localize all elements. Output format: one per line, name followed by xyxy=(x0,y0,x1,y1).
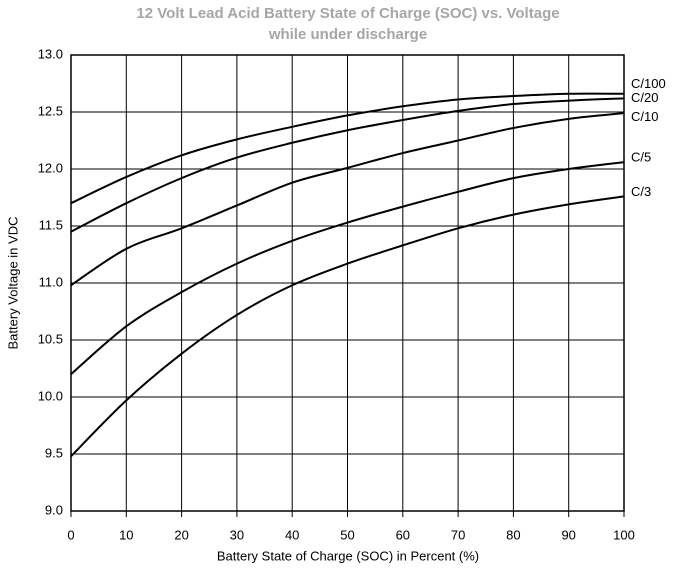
y-tick-label: 11.5 xyxy=(39,217,63,232)
y-axis-label: Battery Voltage in VDC xyxy=(5,217,20,350)
plot-frame xyxy=(70,54,625,512)
y-tick-label: 10.5 xyxy=(38,331,63,346)
legend-label: C/20 xyxy=(631,90,658,105)
x-axis-label: Battery State of Charge (SOC) in Percent… xyxy=(217,548,479,563)
x-tick-label: 20 xyxy=(174,527,188,542)
y-tick-label: 10.0 xyxy=(38,388,63,403)
y-tick-label: 13.0 xyxy=(38,46,63,61)
series-line xyxy=(70,92,625,205)
x-tick-label: 0 xyxy=(67,527,74,542)
y-tick-label: 12.0 xyxy=(38,160,63,175)
y-tick-label: 9.5 xyxy=(45,445,63,460)
x-tick-label: 40 xyxy=(285,527,299,542)
legend-label: C/3 xyxy=(631,184,651,199)
series-line xyxy=(70,112,625,287)
x-tick-label: 50 xyxy=(340,527,354,542)
series-line xyxy=(70,97,625,233)
y-tick-label: 9.0 xyxy=(45,502,63,517)
x-tick-label: 30 xyxy=(230,527,244,542)
series-line xyxy=(70,195,625,457)
series-line xyxy=(70,161,625,375)
x-tick-label: 10 xyxy=(119,527,133,542)
x-tick-label: 70 xyxy=(451,527,465,542)
x-tick-label: 80 xyxy=(506,527,520,542)
y-tick-label: 12.5 xyxy=(38,103,63,118)
x-tick-label: 100 xyxy=(613,527,635,542)
y-tick-label: 11.0 xyxy=(39,274,63,289)
legend-label: C/10 xyxy=(631,109,658,124)
legend-label: C/100 xyxy=(631,76,666,91)
x-tick-label: 60 xyxy=(396,527,410,542)
chart-subtitle: while under discharge xyxy=(268,26,427,43)
x-tick-label: 90 xyxy=(561,527,575,542)
chart-title: 12 Volt Lead Acid Battery State of Charg… xyxy=(136,5,559,22)
legend-label: C/5 xyxy=(631,150,651,165)
